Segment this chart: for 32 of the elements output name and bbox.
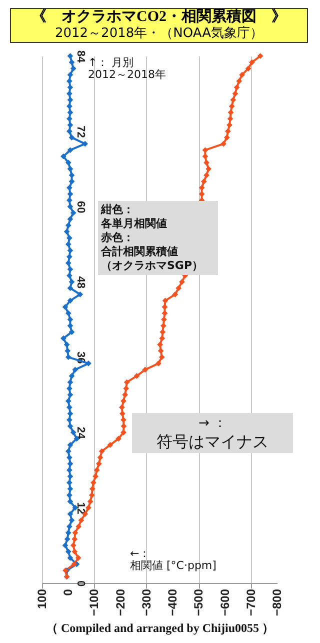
x-tick-label: 0: [61, 588, 76, 596]
x-tick-label: 100: [35, 588, 49, 610]
y-tick-label: 12: [74, 502, 86, 514]
annotation: 紺色：: [101, 203, 135, 217]
y-tick-label: 0: [74, 580, 86, 587]
annotation: 各単月相関値: [101, 217, 168, 231]
annotation: 相関値 [°C·ppm]: [130, 559, 216, 572]
x-tick-label: −600: [218, 588, 232, 616]
annotation: 2012～2018年: [88, 68, 166, 81]
annotation: ↑： 月別: [88, 56, 135, 69]
x-tick-label: −300: [139, 588, 154, 616]
chart-title: 《 オクラホマCO2・相関累積図 》: [30, 9, 288, 26]
annotation: 合計相関累積値: [101, 245, 179, 259]
annotation: 赤色：: [101, 231, 135, 245]
y-tick-label: 60: [74, 200, 86, 214]
y-tick-label: 84: [74, 50, 86, 64]
text: （ Compiled and arranged by Chijiu0055 ）: [44, 621, 276, 635]
chart-subtitle: 2012～2018年・（NOAA気象庁）: [54, 26, 264, 41]
x-tick-label: −200: [113, 588, 128, 616]
y-tick-label: 72: [74, 126, 86, 138]
y-tick-label: 48: [74, 276, 86, 288]
x-tick-label: −800: [270, 588, 284, 616]
annotation: → ：: [197, 415, 228, 433]
annotation: 符号はマイナス: [156, 432, 270, 451]
annotation: ←：: [130, 547, 152, 560]
x-tick-label: −500: [192, 588, 206, 616]
x-tick-label: −700: [244, 588, 258, 616]
x-tick-label: −100: [87, 588, 102, 616]
x-tick-label: −400: [166, 588, 180, 616]
note-box: → ： 符号はマイナス: [132, 413, 293, 453]
annotation: （オクラホマSGP）: [101, 259, 204, 273]
y-tick-label: 24: [74, 426, 86, 440]
